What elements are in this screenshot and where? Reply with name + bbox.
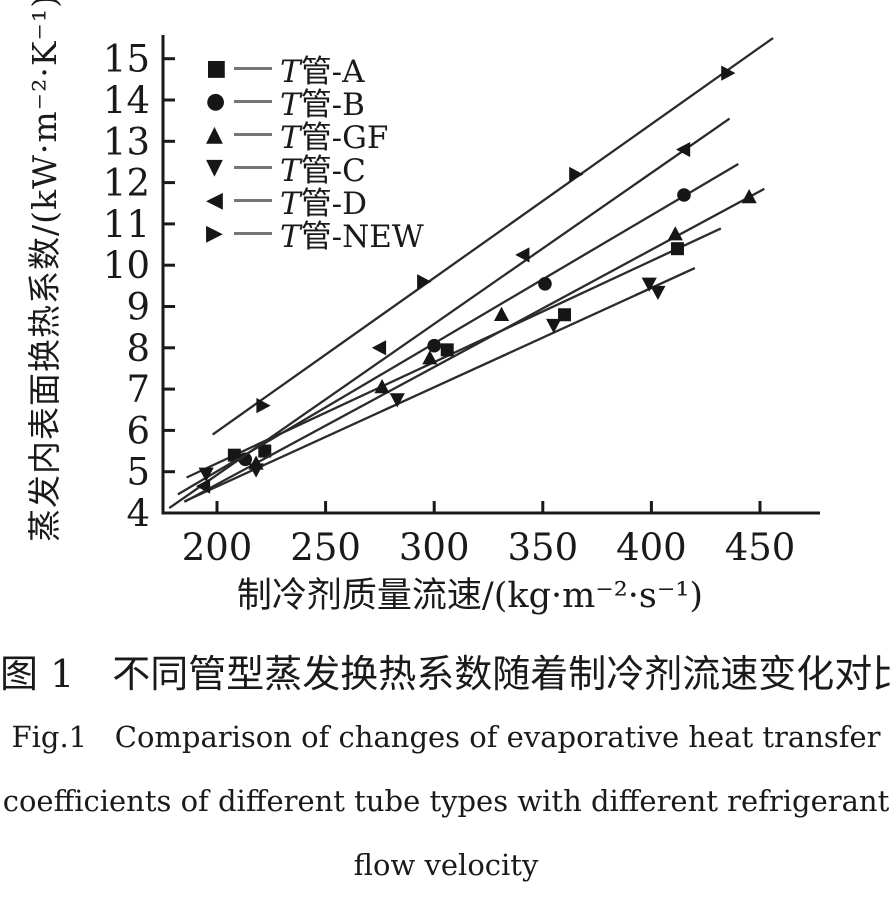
legend-line-sample xyxy=(234,232,272,235)
legend-label: T管-A xyxy=(280,54,365,90)
series-trend-line xyxy=(183,267,696,503)
x-tick-label: 300 xyxy=(399,526,470,569)
legend-label: T管-NEW xyxy=(280,219,424,255)
data-point-circle xyxy=(538,276,552,291)
data-point-triangle-down xyxy=(248,463,264,478)
x-axis-label: 制冷剂质量流速/(kg·m⁻²·s⁻¹) xyxy=(236,576,704,616)
data-point-square xyxy=(258,444,272,458)
data-point-triangle-right xyxy=(256,398,271,414)
data-point-triangle-down xyxy=(389,393,405,408)
data-point-triangle-up xyxy=(667,226,683,241)
data-point-square xyxy=(670,242,684,256)
x-tick-label: 250 xyxy=(290,526,361,569)
data-point-triangle-right xyxy=(569,166,584,182)
series-trend-line xyxy=(211,37,774,436)
y-tick-label: 4 xyxy=(126,492,150,535)
data-point-square xyxy=(558,308,572,322)
legend-line-sample xyxy=(234,166,272,169)
legend-line-sample xyxy=(234,133,272,136)
legend-line-sample xyxy=(234,199,272,202)
legend-item: ▶ T管-NEW xyxy=(206,217,424,255)
y-tick-label: 15 xyxy=(103,38,150,81)
y-tick-label: 6 xyxy=(126,409,150,452)
series-trend-line xyxy=(168,117,731,509)
legend-item: ▼ T管-C xyxy=(206,151,424,189)
legend-label: T管-GF xyxy=(280,120,389,156)
caption-en-line1: Fig.1 Comparison of changes of evaporati… xyxy=(11,720,881,754)
x-tick-label: 200 xyxy=(182,526,253,569)
data-point-triangle-down xyxy=(198,467,214,482)
data-point-triangle-down xyxy=(546,318,562,334)
series-trend-line xyxy=(183,187,765,503)
y-tick-label: 5 xyxy=(126,451,150,494)
data-point-triangle-right xyxy=(417,274,432,290)
y-tick-label: 9 xyxy=(126,286,150,329)
y-tick-label: 8 xyxy=(126,327,150,370)
data-point-square xyxy=(440,343,454,357)
y-tick-label: 7 xyxy=(126,368,150,411)
y-tick-label: 12 xyxy=(103,162,150,205)
legend-label: T管-B xyxy=(280,87,365,123)
y-axis-label: 蒸发内表面换热系数/(kW·m⁻²·K⁻¹) xyxy=(25,0,64,543)
data-point-triangle-down xyxy=(650,285,666,301)
data-point-triangle-right xyxy=(721,65,736,81)
figure-caption: 图 1 不同管型蒸发换热系数随着制冷剂流速变化对比 Fig.1 Comparis… xyxy=(0,643,892,897)
legend-marker-circle-icon: ● xyxy=(206,88,226,114)
data-point-triangle-left xyxy=(195,478,211,494)
legend-line-sample xyxy=(234,100,272,103)
legend-item: ▲ T管-GF xyxy=(206,118,424,156)
legend-label: T管-D xyxy=(280,186,368,222)
legend-marker-triangle-down-icon: ▼ xyxy=(206,154,223,180)
data-point-circle xyxy=(677,188,691,202)
x-tick-label: 450 xyxy=(725,526,796,569)
data-point-triangle-up xyxy=(493,306,510,321)
data-point-circle xyxy=(427,338,442,353)
data-point-triangle-left xyxy=(515,247,530,263)
data-point-triangle-up xyxy=(422,350,438,365)
data-point-triangle-up xyxy=(374,379,390,394)
legend-marker-triangle-left-icon: ◀ xyxy=(206,187,223,213)
chart-area: 200 250 300 350 400 450 4 5 6 7 8 9 10 11 12 13 14 15 蒸发内… xyxy=(25,0,820,616)
y-tick-label: 10 xyxy=(103,244,150,287)
data-point-circle xyxy=(238,452,253,467)
x-tick-label: 350 xyxy=(507,526,578,569)
legend-item: ● T管-B xyxy=(206,85,424,123)
y-tick-label: 13 xyxy=(103,120,150,163)
legend-marker-square-icon: ■ xyxy=(206,55,227,81)
y-tick-label: 14 xyxy=(103,79,150,122)
legend-item: ■ T管-A xyxy=(206,52,424,90)
legend: ■ T管-A ● T管-B ▲ T管-GF ▼ T管-C ◀ xyxy=(206,52,424,255)
data-point-triangle-down xyxy=(641,277,657,292)
legend-marker-triangle-right-icon: ▶ xyxy=(206,220,223,246)
x-tick-label: 400 xyxy=(616,526,687,569)
legend-item: ◀ T管-D xyxy=(206,184,424,222)
series-trend-line xyxy=(177,163,739,496)
caption-zh: 图 1 不同管型蒸发换热系数随着制冷剂流速变化对比 xyxy=(0,652,892,696)
legend-marker-triangle-up-icon: ▲ xyxy=(206,121,223,147)
data-point-triangle-left xyxy=(371,340,387,356)
legend-line-sample xyxy=(234,67,272,70)
caption-en-line2: coefficients of different tube types wit… xyxy=(2,784,890,818)
data-point-triangle-left xyxy=(675,141,691,158)
y-tick-label: 11 xyxy=(103,203,150,246)
data-point-triangle-up xyxy=(741,189,757,204)
legend-label: T管-C xyxy=(280,153,366,189)
caption-en-line3: flow velocity xyxy=(353,848,539,882)
